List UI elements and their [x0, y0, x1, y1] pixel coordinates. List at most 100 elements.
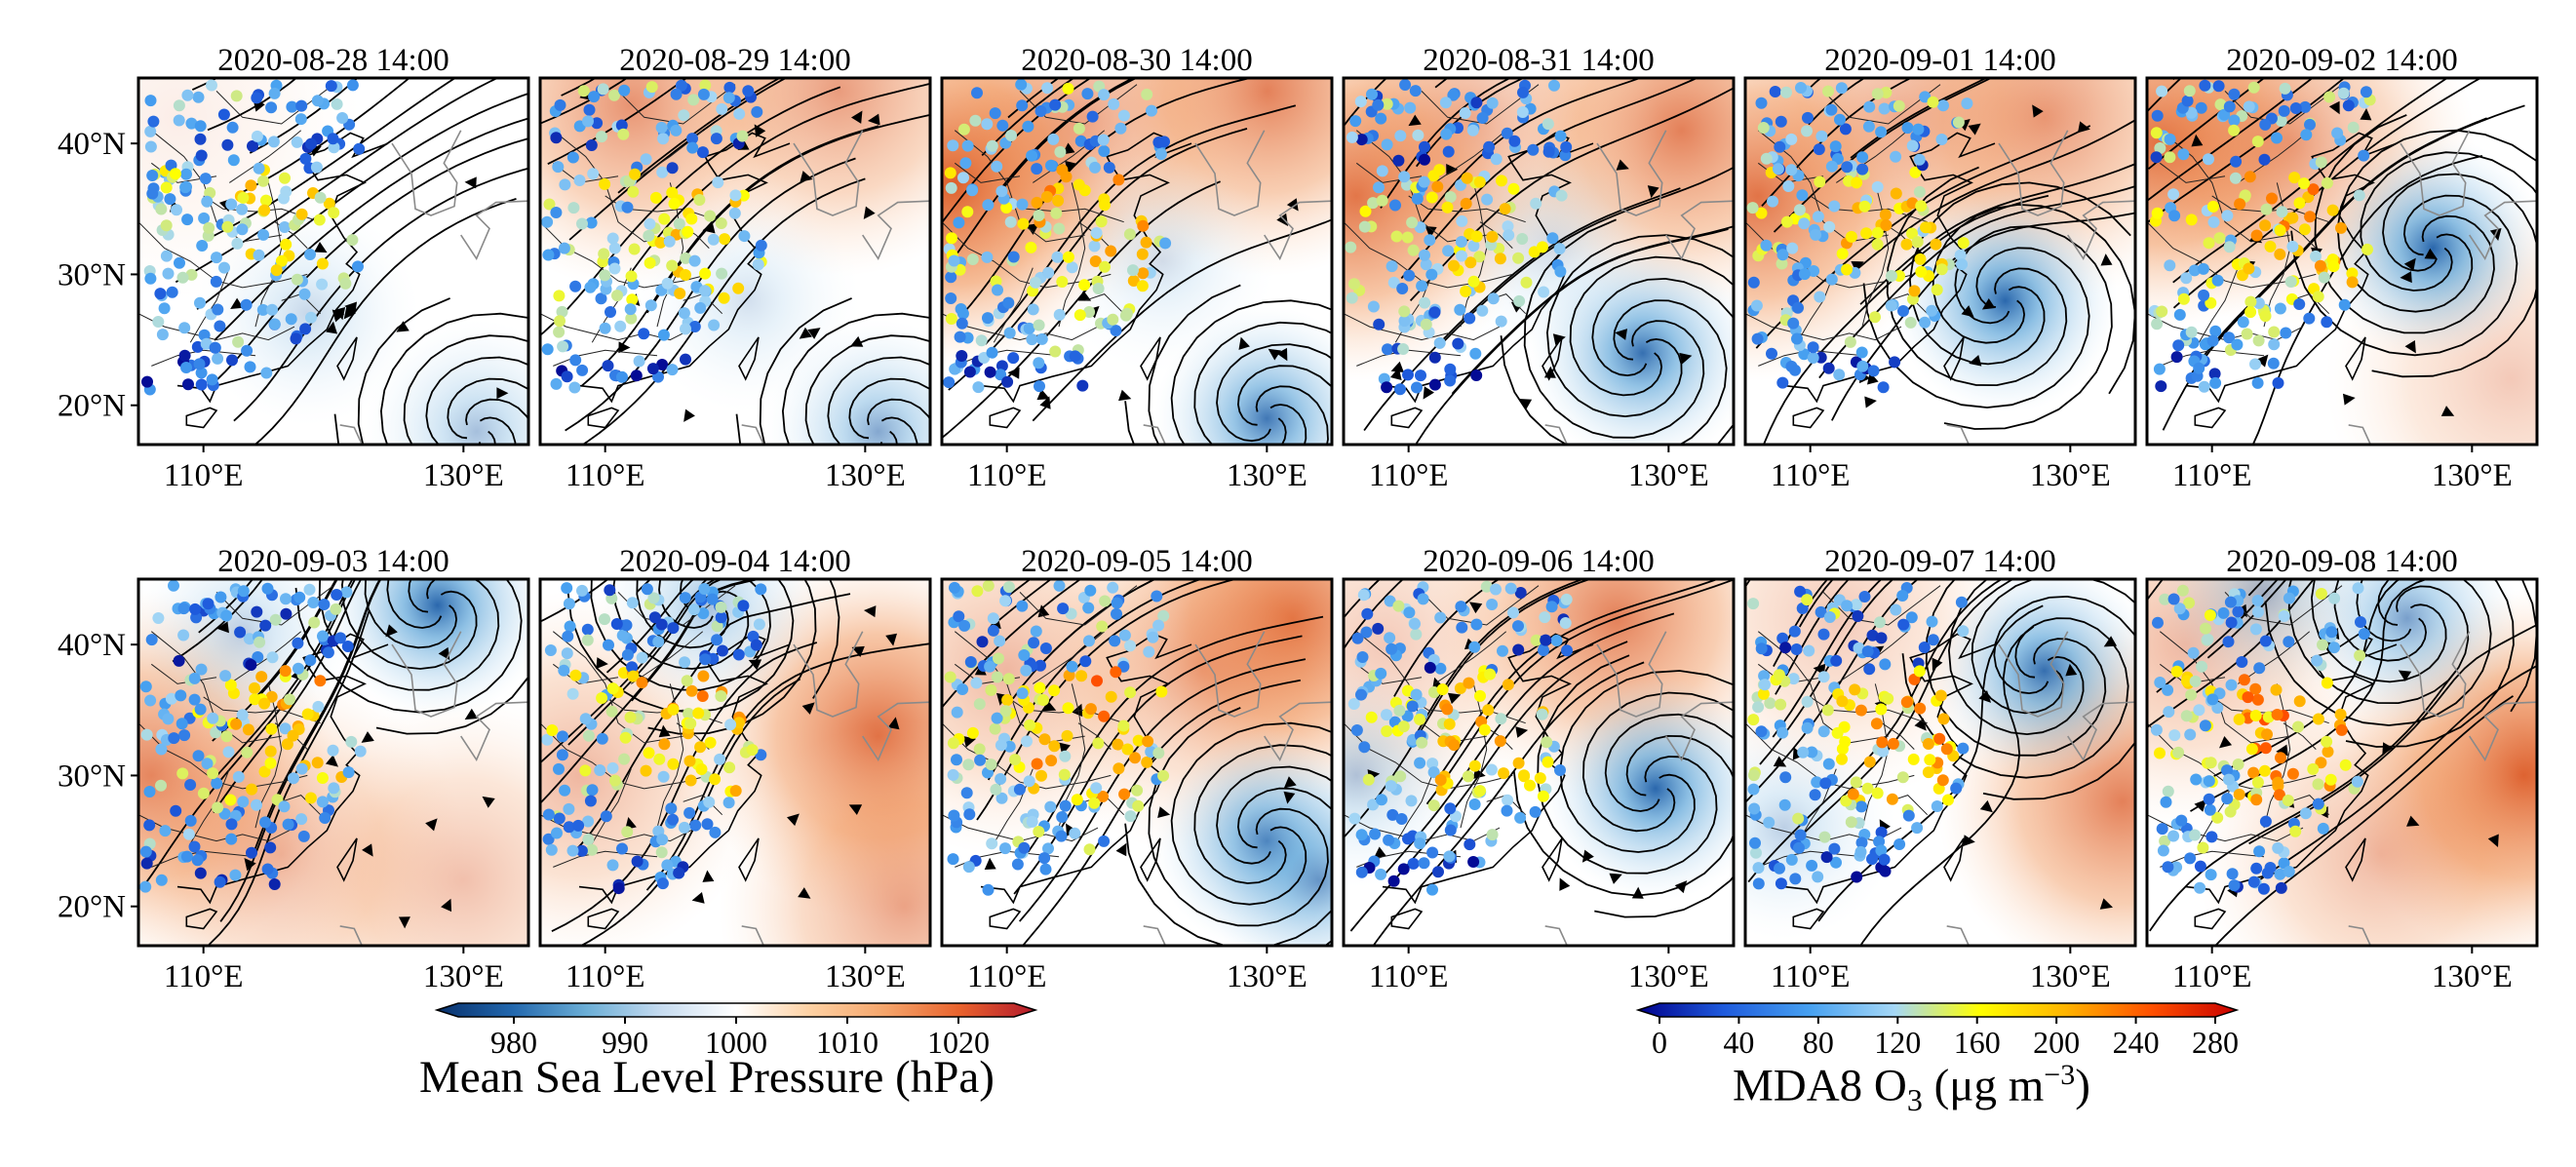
japan-outline	[1665, 200, 1734, 260]
ozone-station-dot	[670, 124, 683, 136]
ozone-station-dot	[1468, 759, 1481, 772]
ozone-station-dot	[1056, 811, 1069, 823]
ozone-station-dot	[195, 367, 208, 379]
foreign-coastlines	[1143, 631, 1332, 946]
ozone-station-dot	[1410, 688, 1423, 701]
ozone-station-dot	[232, 770, 245, 783]
ozone-station-dot	[577, 85, 590, 97]
streamline-arrow	[683, 408, 695, 422]
ozone-station-dot	[2163, 706, 2175, 719]
ozone-station-dot	[687, 603, 700, 616]
streamline	[1772, 579, 1883, 738]
ozone-station-dot	[2206, 200, 2219, 213]
ozone-station-dot	[1470, 370, 1483, 381]
ozone-station-dot	[188, 672, 201, 684]
ozone-station-dot	[610, 618, 623, 630]
ozone-station-dot	[605, 306, 616, 318]
ozone-station-dot	[1534, 772, 1546, 785]
ozone-station-dot	[2181, 95, 2194, 107]
ozone-station-dot	[1355, 866, 1368, 878]
ozone-station-dot	[999, 705, 1012, 718]
ozone-station-dot	[1866, 853, 1878, 866]
ozone-station-dot	[1755, 97, 1768, 109]
ozone-station-dot	[173, 114, 185, 127]
ozone-station-dot	[2209, 376, 2222, 389]
ozone-station-dot	[1935, 134, 1948, 145]
ozone-station-dot	[1099, 595, 1112, 607]
cyclone-streamline	[2336, 129, 2537, 313]
ozone-station-dot	[297, 830, 310, 842]
ozone-station-dot	[1365, 711, 1378, 723]
ozone-station-dot	[2187, 646, 2200, 659]
cyclone-streamline	[2314, 114, 2495, 334]
ozone-station-dot	[256, 303, 269, 316]
streamline	[1854, 119, 2135, 272]
ozone-station-dot	[667, 813, 679, 826]
ozone-station-dot	[2176, 584, 2189, 597]
ozone-station-dot	[2267, 357, 2280, 370]
ozone-station-dot	[1114, 122, 1127, 135]
streamline-arrow	[496, 387, 509, 400]
ozone-station-dot	[313, 214, 326, 226]
ozone-station-dot	[159, 825, 172, 837]
ozone-station-dot	[984, 660, 996, 673]
ozone-station-dot	[1097, 791, 1109, 802]
ozone-station-dot	[1501, 127, 1513, 139]
ozone-station-dot	[2207, 215, 2220, 228]
ozone-station-dot	[621, 648, 634, 661]
ozone-station-dot	[146, 187, 159, 200]
streamline	[942, 579, 1082, 710]
ozone-station-dot	[1456, 621, 1468, 634]
ozone-station-dot	[1030, 625, 1042, 638]
ozone-station-dot	[586, 784, 599, 797]
ozone-station-dot	[1052, 194, 1065, 207]
province-border	[1006, 696, 1124, 724]
ozone-station-dot	[630, 370, 643, 382]
ozone-station-dot	[177, 603, 190, 615]
ozone-station-dot	[1375, 868, 1387, 880]
ozone-station-dot	[1112, 738, 1124, 751]
streamline	[617, 78, 782, 194]
ozone-station-dot	[1957, 237, 1970, 250]
ozone-station-dot	[644, 256, 656, 269]
ozone-station-dot	[340, 586, 353, 599]
ozone-station-dot	[985, 759, 997, 771]
ozone-station-dot	[572, 819, 585, 832]
ozone-station-dot	[2283, 592, 2295, 604]
streamline	[1794, 579, 2015, 842]
ozone-station-dot	[1839, 123, 1852, 136]
ozone-station-dot	[1807, 352, 1819, 364]
ozone-station-dot	[2203, 793, 2215, 805]
ozone-station-dot	[261, 582, 274, 595]
ozone-station-dot	[336, 112, 349, 124]
ozone-station-dot	[683, 806, 696, 819]
province-border	[1084, 293, 1125, 315]
ozone-station-dot	[708, 319, 721, 331]
ozone-station-dot	[2352, 582, 2364, 595]
japan-outline	[1665, 701, 1734, 761]
ozone-station-dot	[961, 206, 974, 218]
streamline-arrow	[1276, 213, 1289, 227]
ozone-station-dot	[1004, 215, 1017, 228]
ozone-station-dot	[257, 228, 270, 241]
streamline-arrow	[800, 171, 813, 182]
ozone-station-dot	[1956, 258, 1969, 271]
ozone-station-dot	[2243, 100, 2255, 113]
ozone-station-dot	[947, 853, 959, 866]
ozone-station-dot	[962, 861, 975, 874]
streamline	[568, 78, 789, 241]
streamline-arrow	[1423, 386, 1434, 400]
ozone-station-dot	[1555, 189, 1568, 202]
ozone-station-dot	[2233, 788, 2245, 800]
ozone-station-dot	[621, 826, 634, 838]
province-border	[2283, 722, 2317, 750]
ozone-station-dot	[2312, 713, 2324, 725]
ozone-station-dot	[1392, 154, 1405, 167]
ozone-station-dot	[168, 732, 180, 745]
province-border	[540, 313, 697, 341]
ozone-stations	[139, 579, 367, 893]
ozone-station-dot	[722, 92, 735, 104]
ozone-station-dot	[269, 613, 282, 626]
ozone-station-dot	[184, 814, 197, 827]
